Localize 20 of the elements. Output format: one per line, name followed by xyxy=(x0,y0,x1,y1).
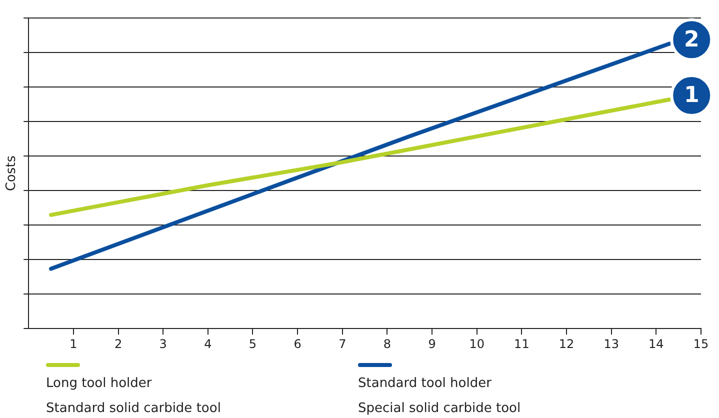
x-tick-label: 5 xyxy=(248,336,257,351)
x-tick-label: 9 xyxy=(428,336,436,351)
x-tick-label: 12 xyxy=(558,336,574,351)
x-tick-label: 14 xyxy=(648,336,664,351)
x-tick-label: 7 xyxy=(338,336,346,351)
x-tick-label: 2 xyxy=(114,336,122,351)
x-tick-label: 1 xyxy=(70,336,78,351)
annotation: 2 xyxy=(684,27,700,52)
x-tick-label: 15 xyxy=(693,336,709,351)
annotation: 1 xyxy=(684,83,700,108)
x-tick-label: 4 xyxy=(204,336,212,351)
x-tick-label: 3 xyxy=(159,336,167,351)
legend-label: Standard tool holder Special solid carbide tool xyxy=(358,376,521,416)
x-tick-label: 10 xyxy=(469,336,485,351)
y-axis-title: Costs xyxy=(4,155,20,192)
x-tick-label: 6 xyxy=(294,336,302,351)
legend-label: Long tool holder Standard solid carbide tool xyxy=(46,376,221,416)
x-tick-label: 13 xyxy=(604,336,619,351)
x-tick-label: 8 xyxy=(383,336,392,351)
x-tick-label: 11 xyxy=(514,336,530,351)
